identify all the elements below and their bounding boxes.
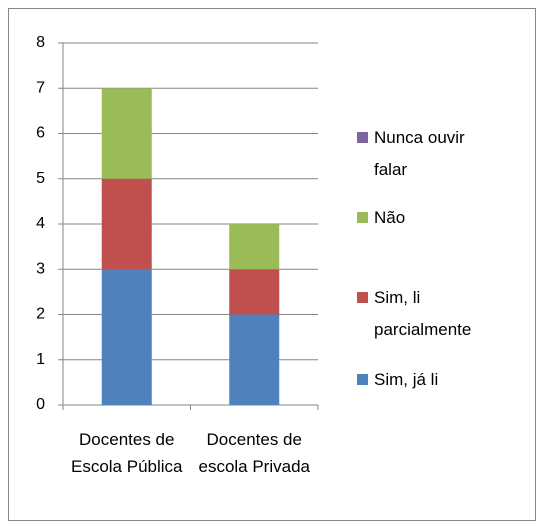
y-tick-label: 7 bbox=[36, 79, 45, 96]
bar-segment bbox=[229, 314, 280, 405]
y-tick-label: 5 bbox=[36, 170, 45, 187]
legend-label: Nunca ouvir falar bbox=[374, 128, 465, 179]
y-tick-label: 6 bbox=[36, 125, 45, 142]
y-tick-label: 2 bbox=[36, 306, 45, 323]
bar-segment bbox=[229, 269, 280, 315]
bar-segment bbox=[101, 88, 152, 179]
x-tick-label: Docentes de escola Privada bbox=[198, 430, 310, 476]
legend-label: Não bbox=[374, 208, 406, 227]
legend-swatch bbox=[357, 374, 368, 385]
legend-swatch bbox=[357, 292, 368, 303]
bar-segment bbox=[229, 224, 280, 270]
y-tick-label: 8 bbox=[36, 34, 45, 51]
legend-label: Sim, li parcialmente bbox=[374, 288, 472, 339]
legend-label: Sim, já li bbox=[374, 370, 439, 389]
y-tick-label: 3 bbox=[36, 260, 45, 277]
y-tick-label: 4 bbox=[36, 215, 45, 232]
bar-segment bbox=[101, 178, 152, 270]
y-tick-label: 1 bbox=[36, 351, 45, 368]
legend-swatch bbox=[357, 212, 368, 223]
y-tick-label: 0 bbox=[36, 396, 45, 413]
x-tick-label: Docentes de Escola Pública bbox=[70, 430, 183, 476]
bar-segment bbox=[101, 269, 152, 405]
legend-swatch bbox=[357, 132, 368, 143]
